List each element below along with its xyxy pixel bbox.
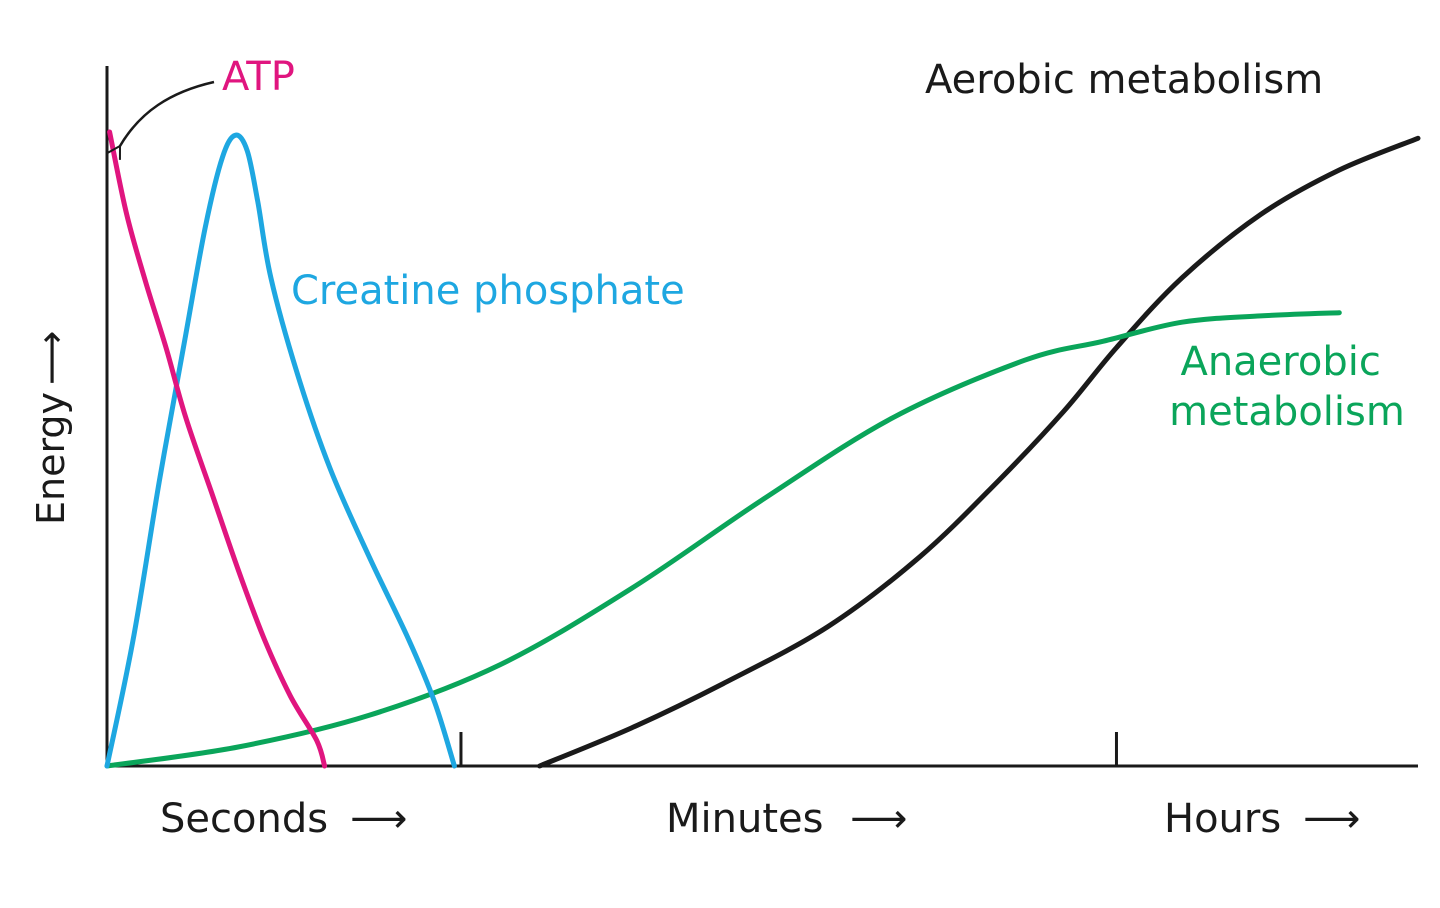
x-segment-arrow-seconds: ⟶ bbox=[350, 796, 407, 842]
series-line-creatine-phosphate bbox=[104, 132, 457, 769]
x-segment-arrow-hours: ⟶ bbox=[1303, 796, 1360, 842]
atp-annotation-arrow bbox=[107, 80, 215, 160]
x-segment-arrow-minutes: ⟶ bbox=[850, 796, 907, 842]
series-line-aerobic bbox=[537, 135, 1421, 769]
x-segment-label-minutes: Minutes bbox=[666, 796, 823, 842]
series-label-anaerobic-line-2: metabolism bbox=[1169, 389, 1405, 435]
series-label-anaerobic: Anaerobic metabolism bbox=[1169, 339, 1405, 435]
y-axis-title: Energy bbox=[29, 392, 73, 525]
x-segment-label-hours: Hours bbox=[1164, 796, 1281, 842]
series-label-aerobic: Aerobic metabolism bbox=[925, 57, 1323, 103]
x-segment-label-seconds: Seconds bbox=[160, 796, 328, 842]
series-label-atp: ATP bbox=[222, 54, 295, 100]
series-label-anaerobic-line-1: Anaerobic bbox=[1180, 339, 1380, 385]
series-label-creatine-phosphate: Creatine phosphate bbox=[291, 268, 685, 314]
series-line-anaerobic bbox=[104, 310, 1342, 769]
series-line-atp bbox=[107, 129, 328, 769]
y-axis-title-arrow: ⟶ bbox=[29, 331, 73, 385]
